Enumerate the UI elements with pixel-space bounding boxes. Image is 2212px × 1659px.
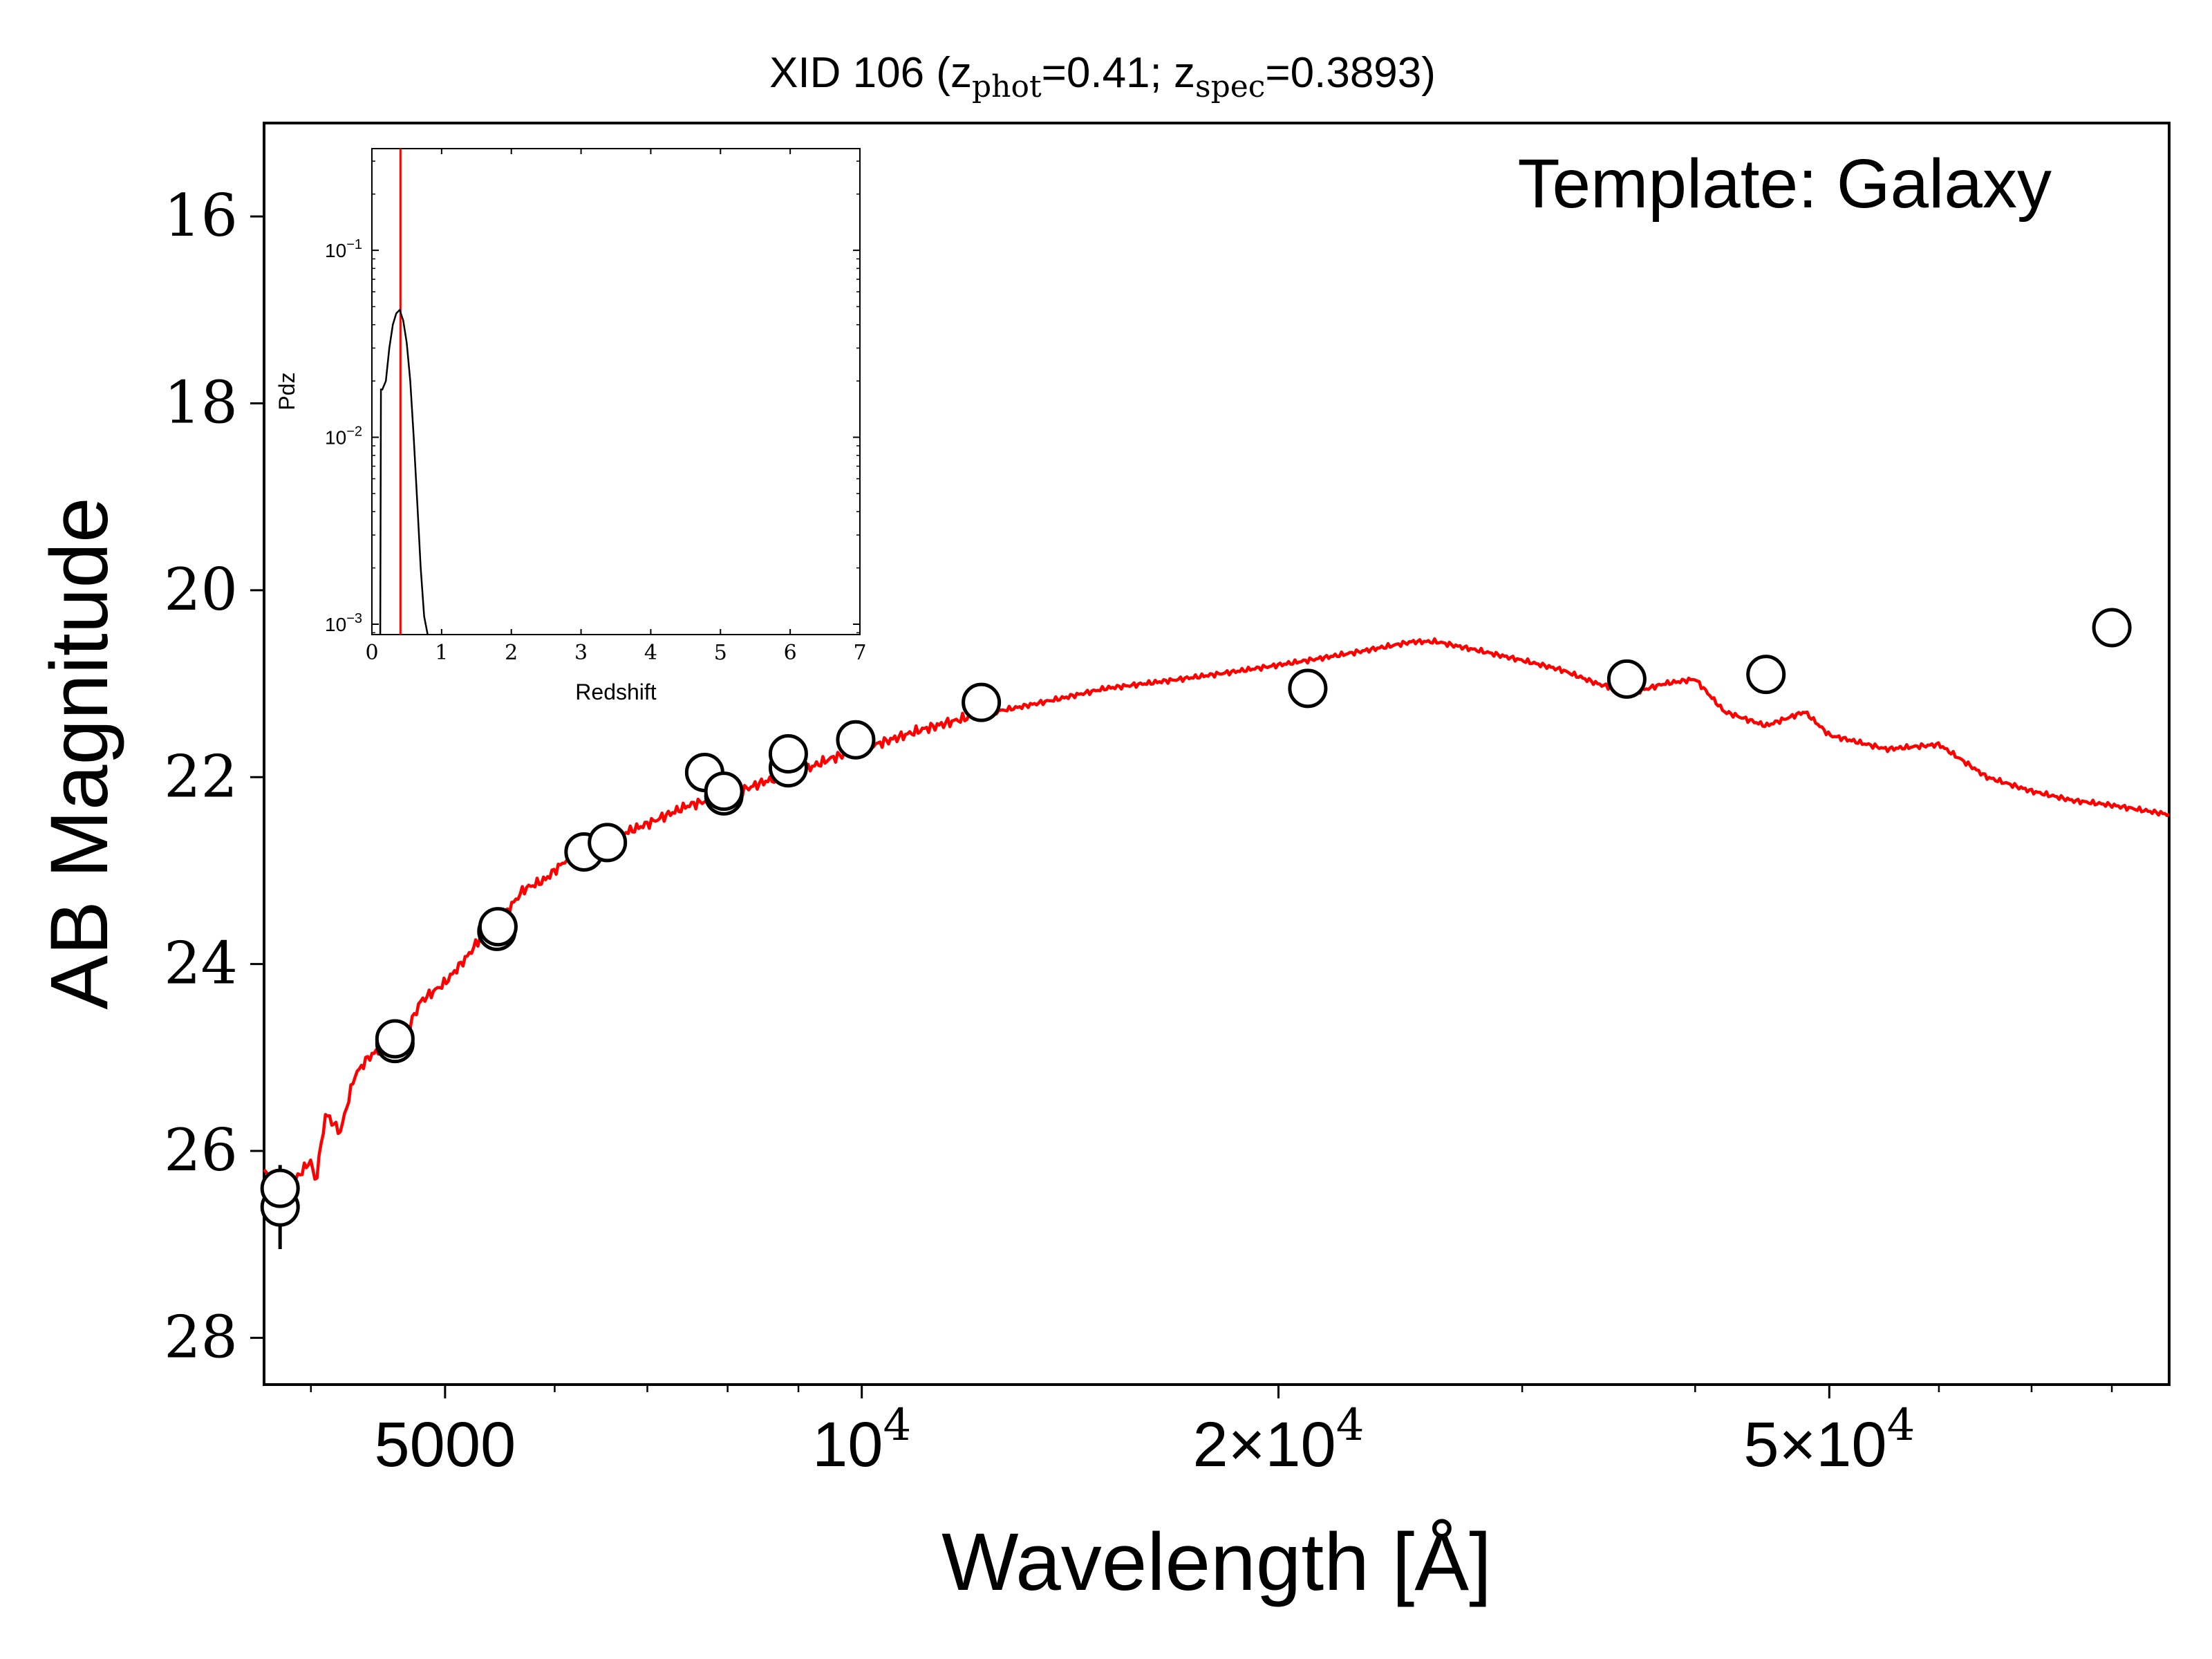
inset-x-tick-label: 6 [784, 641, 797, 665]
inset-y-label: Pdz [274, 372, 299, 410]
photometry-point [1606, 659, 1647, 699]
inset-y-tick-labels: 10−1 10−2 10−3 [325, 237, 362, 635]
inset-lines [379, 149, 429, 635]
y-tick-label: 28 [164, 1303, 238, 1371]
x-tick-label: 2×104 [1193, 1400, 1365, 1480]
photometry-point [704, 771, 744, 812]
inset-x-tick-label: 4 [644, 641, 657, 665]
chart-title: XID 106 (zphot=0.41; zspec=0.3893) [769, 49, 1436, 104]
photometry-point [2092, 608, 2132, 648]
inset-axis-ticks [371, 149, 861, 635]
inset-y-tick-label: 10−2 [325, 424, 362, 449]
photometry-points [260, 608, 2132, 1249]
inset-x-tick-label: 3 [574, 641, 588, 665]
photometry-point [1288, 668, 1328, 709]
photometry-point [768, 734, 808, 774]
y-tick-label: 20 [164, 556, 238, 624]
main-axis-ticks [250, 215, 2113, 1398]
y-axis-label: AB Magnitude [34, 497, 125, 1009]
photometry-point [588, 823, 628, 863]
inset-x-tick-label: 0 [365, 641, 378, 665]
inset-x-tick-label: 7 [853, 641, 866, 665]
y-tick-label: 18 [164, 369, 238, 437]
y-tick-label: 16 [164, 182, 238, 250]
inset-y-tick-label: 10−3 [325, 611, 362, 635]
inset-x-tick-label: 5 [714, 641, 727, 665]
inset-x-label: Redshift [575, 679, 657, 704]
photometry-point [375, 1019, 415, 1059]
x-axis-label: Wavelength [Å] [941, 1517, 1492, 1608]
pdz-curve [379, 308, 429, 635]
main-axes-frame [263, 122, 2171, 1386]
photometry-point [836, 720, 876, 760]
inset-x-tick-labels: 0 1 2 3 4 5 6 7 [365, 641, 866, 665]
x-tick-label: 5×104 [1743, 1400, 1915, 1480]
y-tick-label: 22 [164, 742, 238, 810]
template-spectrum [263, 637, 2171, 1199]
inset-x-tick-label: 2 [505, 641, 518, 665]
template-line [263, 637, 2171, 1199]
x-tick-label: 5000 [375, 1409, 516, 1480]
y-tick-labels: 16 18 20 22 24 26 28 [164, 182, 238, 1371]
pdz-inset: 0 1 2 3 4 5 6 7 10−1 10−2 10−3 Redshift Pdz [274, 148, 867, 704]
photometry-point [962, 682, 1002, 722]
x-tick-label: 104 [812, 1400, 911, 1480]
y-tick-label: 24 [164, 930, 238, 997]
template-annotation: Template: Galaxy [1517, 145, 2052, 223]
x-tick-labels: 5000 104 2×104 5×104 [375, 1400, 1915, 1480]
inset-x-tick-label: 1 [435, 641, 448, 665]
photometry-point [478, 907, 518, 947]
inset-frame [371, 148, 861, 635]
inset-y-tick-label: 10−1 [325, 237, 362, 261]
photometry-point [1746, 655, 1786, 695]
photometry-point [260, 1168, 300, 1208]
y-tick-label: 26 [164, 1116, 238, 1184]
